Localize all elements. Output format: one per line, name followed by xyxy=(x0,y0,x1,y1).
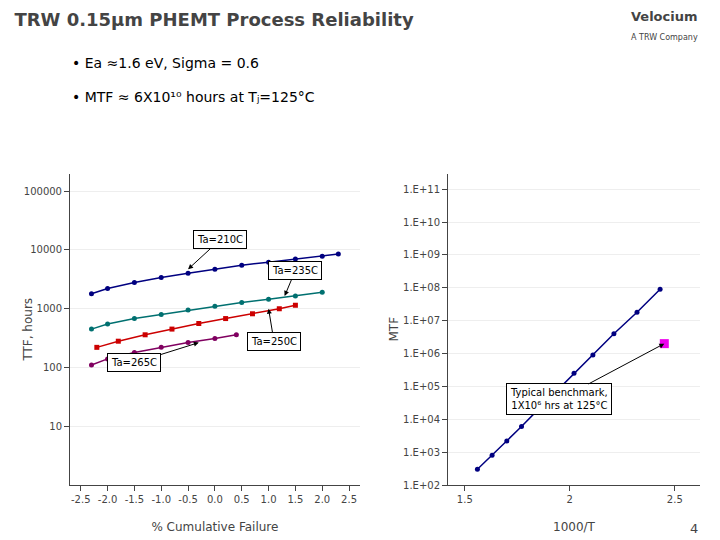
svg-text:100000: 100000 xyxy=(24,186,62,197)
svg-text:A TRW Company: A TRW Company xyxy=(631,33,698,42)
svg-text:0.0: 0.0 xyxy=(207,494,223,505)
svg-text:100: 100 xyxy=(43,362,62,373)
svg-text:0.5: 0.5 xyxy=(234,494,250,505)
svg-text:1.E+11: 1.E+11 xyxy=(403,184,440,195)
svg-text:10: 10 xyxy=(49,421,62,432)
svg-text:Ta=265C: Ta=265C xyxy=(111,357,157,368)
svg-text:MTF: MTF xyxy=(387,317,401,342)
svg-text:1.E+08: 1.E+08 xyxy=(403,282,440,293)
svg-text:1000: 1000 xyxy=(37,303,62,314)
svg-text:1.E+04: 1.E+04 xyxy=(403,414,440,425)
svg-text:-2.0: -2.0 xyxy=(98,494,118,505)
svg-text:4: 4 xyxy=(690,521,698,536)
svg-text:-1.0: -1.0 xyxy=(151,494,171,505)
svg-text:TRW 0.15μm PHEMT Process Relia: TRW 0.15μm PHEMT Process Reliability xyxy=(14,9,414,30)
svg-text:10000: 10000 xyxy=(30,244,62,255)
svg-text:Velocium: Velocium xyxy=(631,9,698,24)
svg-text:2.0: 2.0 xyxy=(314,494,330,505)
svg-text:1.E+09: 1.E+09 xyxy=(403,249,440,260)
svg-text:1.E+06: 1.E+06 xyxy=(403,348,440,359)
svg-text:1000/T: 1000/T xyxy=(553,520,596,534)
svg-text:1.0: 1.0 xyxy=(261,494,277,505)
svg-text:1.5: 1.5 xyxy=(457,494,473,505)
svg-text:• MTF ≈ 6X10¹⁰ hours at Tⱼ=125: • MTF ≈ 6X10¹⁰ hours at Tⱼ=125°C xyxy=(72,89,315,105)
svg-text:1.E+03: 1.E+03 xyxy=(403,447,440,458)
svg-text:1.E+10: 1.E+10 xyxy=(403,217,440,228)
svg-text:1.E+07: 1.E+07 xyxy=(403,315,440,326)
svg-text:• Ea ≈1.6 eV, Sigma = 0.6: • Ea ≈1.6 eV, Sigma = 0.6 xyxy=(72,55,259,71)
svg-text:-0.5: -0.5 xyxy=(178,494,198,505)
svg-text:1.E+05: 1.E+05 xyxy=(403,381,440,392)
svg-text:Ta=235C: Ta=235C xyxy=(272,265,318,276)
svg-text:1.E+02: 1.E+02 xyxy=(403,480,440,491)
svg-text:-1.5: -1.5 xyxy=(125,494,145,505)
svg-text:TTF, hours: TTF, hours xyxy=(21,298,35,362)
svg-text:1.5: 1.5 xyxy=(287,494,303,505)
svg-text:Typical benchmark,1X10⁶ hrs at: Typical benchmark,1X10⁶ hrs at 125°C xyxy=(510,387,608,411)
svg-text:2: 2 xyxy=(567,494,573,505)
svg-text:2.5: 2.5 xyxy=(667,494,683,505)
svg-text:Ta=210C: Ta=210C xyxy=(197,234,243,245)
svg-text:Ta=250C: Ta=250C xyxy=(251,336,297,347)
svg-text:% Cumulative Failure: % Cumulative Failure xyxy=(151,520,278,534)
svg-text:2.5: 2.5 xyxy=(341,494,357,505)
svg-text:-2.5: -2.5 xyxy=(71,494,91,505)
